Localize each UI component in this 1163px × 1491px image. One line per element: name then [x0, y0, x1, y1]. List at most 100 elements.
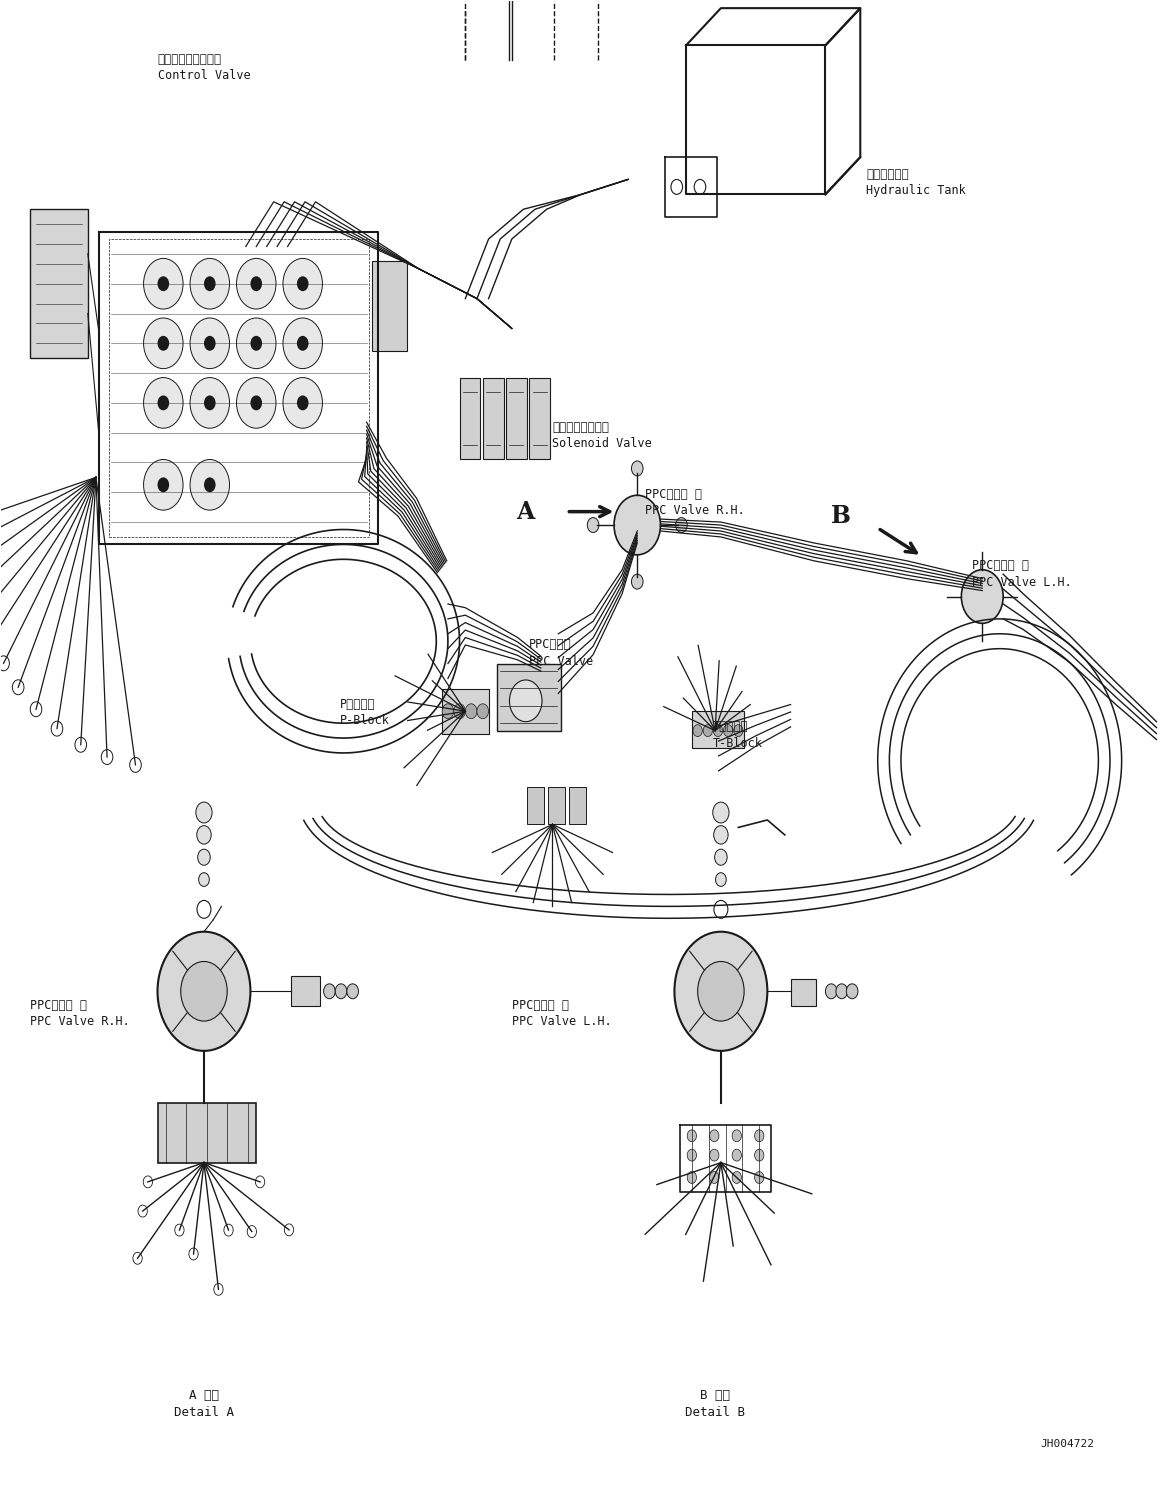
Circle shape [297, 335, 308, 350]
Circle shape [214, 1284, 223, 1296]
Circle shape [676, 517, 687, 532]
Circle shape [704, 725, 713, 737]
Bar [30, 209, 88, 358]
Circle shape [847, 984, 858, 999]
Circle shape [687, 1130, 697, 1142]
Bar [108, 239, 369, 537]
Text: B: B [830, 504, 850, 528]
Circle shape [143, 1176, 152, 1188]
Circle shape [143, 377, 183, 428]
Circle shape [204, 395, 215, 410]
Circle shape [347, 984, 358, 999]
Circle shape [190, 258, 229, 309]
Circle shape [687, 1172, 697, 1184]
Text: PPCバルブ
PPC Valve: PPCバルブ PPC Valve [529, 638, 593, 668]
Circle shape [698, 962, 744, 1021]
Text: PPCバルブ 右
PPC Valve R.H.: PPCバルブ 右 PPC Valve R.H. [30, 999, 129, 1029]
Circle shape [133, 1252, 142, 1264]
Circle shape [713, 802, 729, 823]
Bar [506, 377, 527, 459]
Circle shape [188, 1248, 198, 1260]
Circle shape [157, 335, 169, 350]
Circle shape [675, 932, 768, 1051]
Text: ソレノイドバルブ
Solenoid Valve: ソレノイドバルブ Solenoid Valve [552, 420, 652, 450]
Circle shape [587, 517, 599, 532]
Circle shape [723, 725, 733, 737]
Circle shape [256, 1176, 265, 1188]
Circle shape [693, 725, 702, 737]
Circle shape [826, 984, 837, 999]
Circle shape [199, 872, 209, 887]
Circle shape [709, 1172, 719, 1184]
Circle shape [755, 1172, 764, 1184]
Circle shape [323, 984, 335, 999]
Circle shape [101, 750, 113, 765]
Bar [791, 980, 816, 1006]
Circle shape [733, 1130, 742, 1142]
Circle shape [733, 1172, 742, 1184]
Circle shape [236, 377, 276, 428]
Bar [459, 377, 480, 459]
Bar [548, 787, 565, 825]
Circle shape [297, 395, 308, 410]
Circle shape [138, 1205, 148, 1217]
Circle shape [157, 276, 169, 291]
Circle shape [632, 574, 643, 589]
Circle shape [157, 932, 250, 1051]
Text: A: A [516, 499, 535, 523]
Bar [497, 663, 561, 731]
Circle shape [174, 1224, 184, 1236]
Bar [291, 977, 320, 1006]
Text: PPCバルブ 左
PPC Valve L.H.: PPCバルブ 左 PPC Valve L.H. [972, 559, 1071, 589]
Circle shape [250, 276, 262, 291]
Circle shape [836, 984, 848, 999]
Circle shape [74, 738, 86, 753]
Bar [442, 689, 488, 734]
Circle shape [30, 702, 42, 717]
Bar [157, 1103, 256, 1163]
Circle shape [755, 1130, 764, 1142]
Text: Pブロック
P-Block: Pブロック P-Block [340, 698, 390, 728]
Circle shape [962, 570, 1004, 623]
Circle shape [442, 704, 454, 719]
Bar [529, 377, 550, 459]
Circle shape [250, 335, 262, 350]
Bar [527, 787, 544, 825]
Circle shape [0, 656, 9, 671]
Text: PPCバルブ 左
PPC Valve L.H.: PPCバルブ 左 PPC Valve L.H. [512, 999, 612, 1029]
Circle shape [180, 962, 227, 1021]
Circle shape [709, 1130, 719, 1142]
Bar [569, 787, 586, 825]
Text: B 詳細
Detail B: B 詳細 Detail B [685, 1390, 745, 1418]
Circle shape [454, 704, 465, 719]
Circle shape [283, 377, 322, 428]
Circle shape [714, 850, 727, 865]
Circle shape [190, 377, 229, 428]
Bar [692, 711, 744, 748]
Text: A 詳細
Detail A: A 詳細 Detail A [174, 1390, 234, 1418]
Circle shape [129, 757, 141, 772]
Circle shape [285, 1224, 293, 1236]
Circle shape [713, 725, 722, 737]
Circle shape [236, 258, 276, 309]
Circle shape [632, 461, 643, 476]
Circle shape [465, 704, 477, 719]
Circle shape [734, 725, 743, 737]
Circle shape [614, 495, 661, 555]
Circle shape [157, 477, 169, 492]
Circle shape [236, 318, 276, 368]
Circle shape [223, 1224, 233, 1236]
Circle shape [283, 258, 322, 309]
Circle shape [190, 459, 229, 510]
Circle shape [714, 826, 728, 844]
Circle shape [248, 1226, 257, 1238]
Circle shape [143, 258, 183, 309]
Circle shape [143, 459, 183, 510]
Circle shape [283, 318, 322, 368]
Circle shape [204, 477, 215, 492]
Bar [372, 261, 407, 350]
Circle shape [198, 850, 211, 865]
Circle shape [335, 984, 347, 999]
Circle shape [143, 318, 183, 368]
Circle shape [51, 722, 63, 737]
